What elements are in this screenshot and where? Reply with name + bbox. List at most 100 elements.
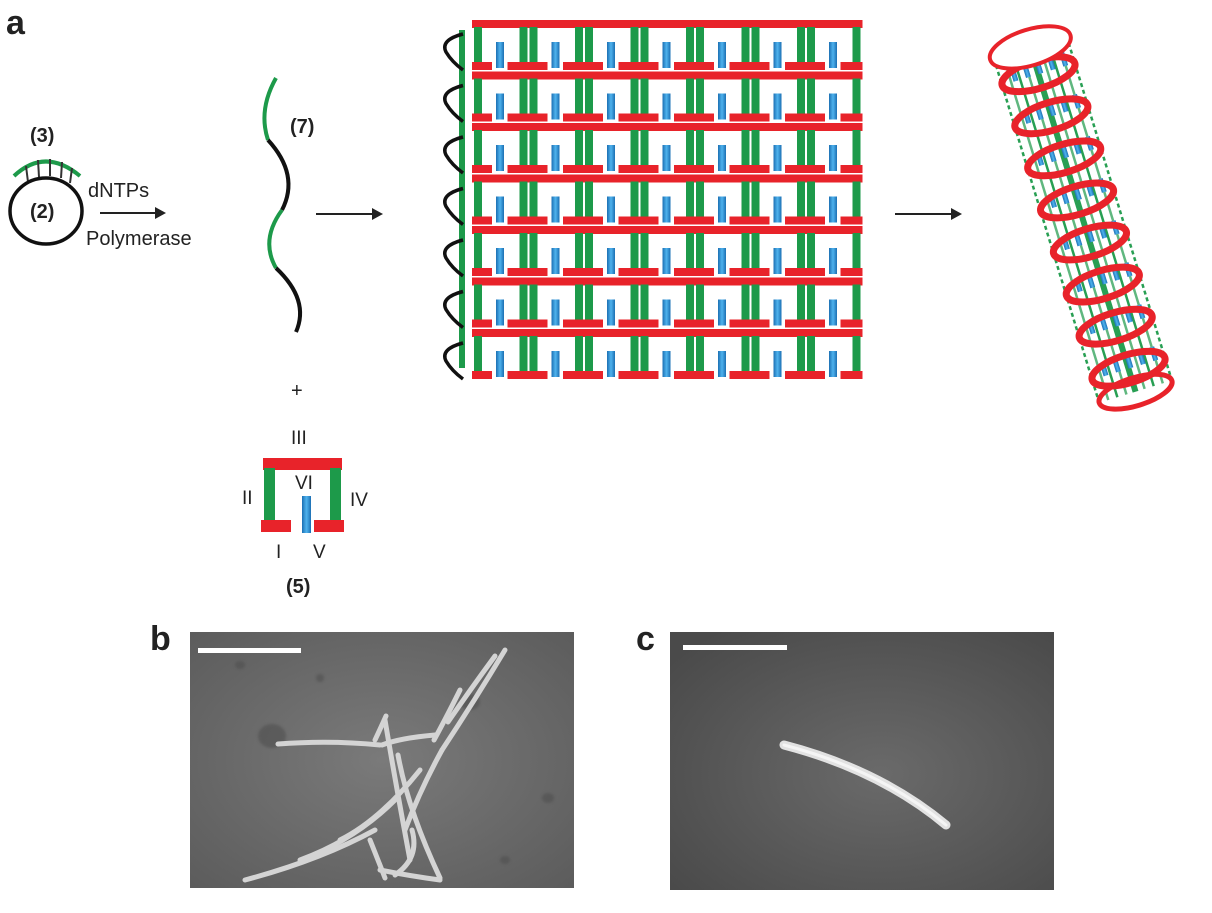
tile-side [529, 233, 538, 273]
tile-foot [618, 113, 641, 122]
domain-label-II: II [242, 488, 253, 509]
tube-ring [1075, 305, 1156, 348]
tile-hairpin [662, 299, 671, 326]
tile-side [575, 78, 583, 119]
tile-side [741, 78, 750, 119]
tile-side [751, 233, 760, 273]
tile-hairpin [496, 299, 504, 326]
tile-foot [618, 216, 641, 225]
tile-foot [618, 371, 641, 379]
tile-hairpin [829, 248, 837, 274]
tile-hairpin [773, 145, 782, 171]
tile-hairpin [496, 196, 504, 223]
tile-foot [638, 319, 659, 328]
tile-side [686, 78, 694, 119]
tile-foot [472, 165, 492, 173]
tile-foot [785, 216, 807, 225]
tile-side [630, 78, 639, 119]
tile-side [575, 284, 583, 325]
tile-side [630, 336, 639, 376]
tile-side [474, 27, 482, 67]
scaffold-loop [443, 83, 465, 123]
tile-foot [729, 216, 752, 225]
tile-foot [472, 319, 492, 328]
tile-foot [472, 62, 492, 70]
tile-side [529, 336, 538, 376]
tile-foot [583, 165, 603, 173]
tile-hairpin [496, 351, 504, 377]
tile-side [807, 233, 815, 273]
nanotube-rolled [987, 24, 1175, 412]
tile-side [852, 336, 861, 376]
tile-hairpin [829, 196, 837, 223]
tile-side [519, 336, 528, 376]
tile-side [852, 27, 861, 67]
tile-side [686, 181, 694, 222]
tile-foot [729, 319, 752, 328]
tile-foot [694, 113, 714, 122]
tile-foot [527, 268, 548, 276]
tile-side [741, 336, 750, 376]
tile-foot [507, 216, 530, 225]
tile-foot [674, 165, 696, 173]
tile-side [529, 130, 538, 170]
tile-side [751, 78, 760, 119]
tile-side [529, 78, 538, 119]
tile-foot [507, 371, 530, 379]
domain-label-I: I [276, 542, 281, 563]
tile-side [519, 233, 528, 273]
tile-side [797, 27, 805, 67]
tile-foot [563, 62, 585, 70]
tile-foot [583, 371, 603, 379]
arrow-to-tube [895, 208, 962, 220]
tile-foot [805, 371, 825, 379]
tile-label: (5) [286, 576, 310, 598]
tile-foot [694, 165, 714, 173]
tile-side [686, 336, 694, 376]
tile-hairpin [496, 42, 504, 68]
tile-side [529, 181, 538, 222]
tile-side [807, 78, 815, 119]
tile-hairpin [662, 93, 671, 120]
tile-side [519, 27, 528, 67]
tile-foot [638, 62, 659, 70]
tile-side [585, 78, 593, 119]
tile-side [640, 78, 649, 119]
tile-side [686, 27, 694, 67]
tile-side [807, 336, 815, 376]
tile-hairpin [662, 248, 671, 274]
tile-foot [749, 319, 770, 328]
tile-hairpin [607, 145, 615, 171]
tile-foot [785, 113, 807, 122]
tile-side [852, 130, 861, 170]
tile-foot [694, 268, 714, 276]
tile-foot [785, 165, 807, 173]
scaffold-loop [443, 186, 465, 226]
tile-hairpin [607, 299, 615, 326]
tile-hairpin [829, 351, 837, 377]
tile-hairpin [718, 42, 726, 68]
tile-foot [749, 113, 770, 122]
tile-hairpin [496, 145, 504, 171]
tile-hairpin [607, 248, 615, 274]
tile-foot [729, 165, 752, 173]
rolling-circle-template: (3) (2) [8, 125, 84, 246]
tile-foot [507, 319, 530, 328]
tile-side [575, 233, 583, 273]
scaffold-green [459, 30, 465, 368]
tile-foot [840, 216, 863, 225]
tube-ring [1088, 347, 1169, 390]
tile-side [585, 181, 593, 222]
tile-foot [527, 62, 548, 70]
tile-side [575, 181, 583, 222]
tile-row-top [472, 20, 863, 28]
tile-foot [840, 319, 863, 328]
tile-hairpin [607, 93, 615, 120]
tile-side [575, 130, 583, 170]
tile-row-top [472, 71, 863, 80]
tile-hairpin [718, 145, 726, 171]
tile-side [474, 130, 482, 170]
tube-ring [1011, 95, 1092, 138]
tile-side [852, 78, 861, 119]
tile-foot [785, 268, 807, 276]
